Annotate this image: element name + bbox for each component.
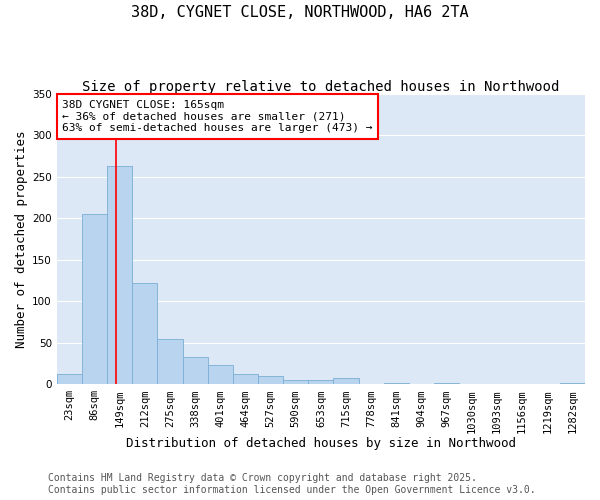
Bar: [308, 380, 334, 384]
Text: 38D, CYGNET CLOSE, NORTHWOOD, HA6 2TA: 38D, CYGNET CLOSE, NORTHWOOD, HA6 2TA: [131, 5, 469, 20]
Bar: [384, 382, 409, 384]
Bar: [283, 380, 308, 384]
Text: 38D CYGNET CLOSE: 165sqm
← 36% of detached houses are smaller (271)
63% of semi-: 38D CYGNET CLOSE: 165sqm ← 36% of detach…: [62, 100, 373, 133]
Bar: [57, 374, 82, 384]
Bar: [258, 376, 283, 384]
Title: Size of property relative to detached houses in Northwood: Size of property relative to detached ho…: [82, 80, 560, 94]
Bar: [434, 382, 459, 384]
Bar: [208, 365, 233, 384]
Bar: [157, 338, 182, 384]
Bar: [82, 214, 107, 384]
Bar: [107, 166, 132, 384]
Bar: [334, 378, 359, 384]
X-axis label: Distribution of detached houses by size in Northwood: Distribution of detached houses by size …: [126, 437, 516, 450]
Bar: [182, 357, 208, 384]
Text: Contains HM Land Registry data © Crown copyright and database right 2025.
Contai: Contains HM Land Registry data © Crown c…: [48, 474, 536, 495]
Bar: [233, 374, 258, 384]
Y-axis label: Number of detached properties: Number of detached properties: [15, 130, 28, 348]
Bar: [560, 382, 585, 384]
Bar: [132, 283, 157, 384]
